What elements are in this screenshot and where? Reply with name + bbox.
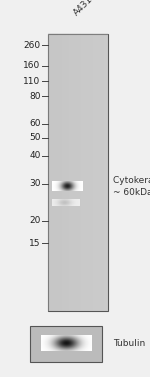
Bar — [30, 326, 102, 362]
Bar — [48, 34, 108, 311]
Text: 110: 110 — [23, 77, 40, 86]
Text: 50: 50 — [29, 133, 40, 143]
Text: A431: A431 — [72, 0, 95, 17]
Text: 15: 15 — [29, 239, 40, 248]
Text: 20: 20 — [29, 216, 40, 225]
Text: Cytokeratin 5
~ 60kDa: Cytokeratin 5 ~ 60kDa — [113, 176, 150, 198]
Text: 80: 80 — [29, 92, 40, 101]
Text: 160: 160 — [23, 61, 40, 70]
Text: 260: 260 — [23, 40, 40, 49]
Text: 60: 60 — [29, 120, 40, 129]
Text: Tubulin: Tubulin — [113, 339, 146, 348]
Text: 40: 40 — [29, 151, 40, 160]
Text: 30: 30 — [29, 179, 40, 188]
